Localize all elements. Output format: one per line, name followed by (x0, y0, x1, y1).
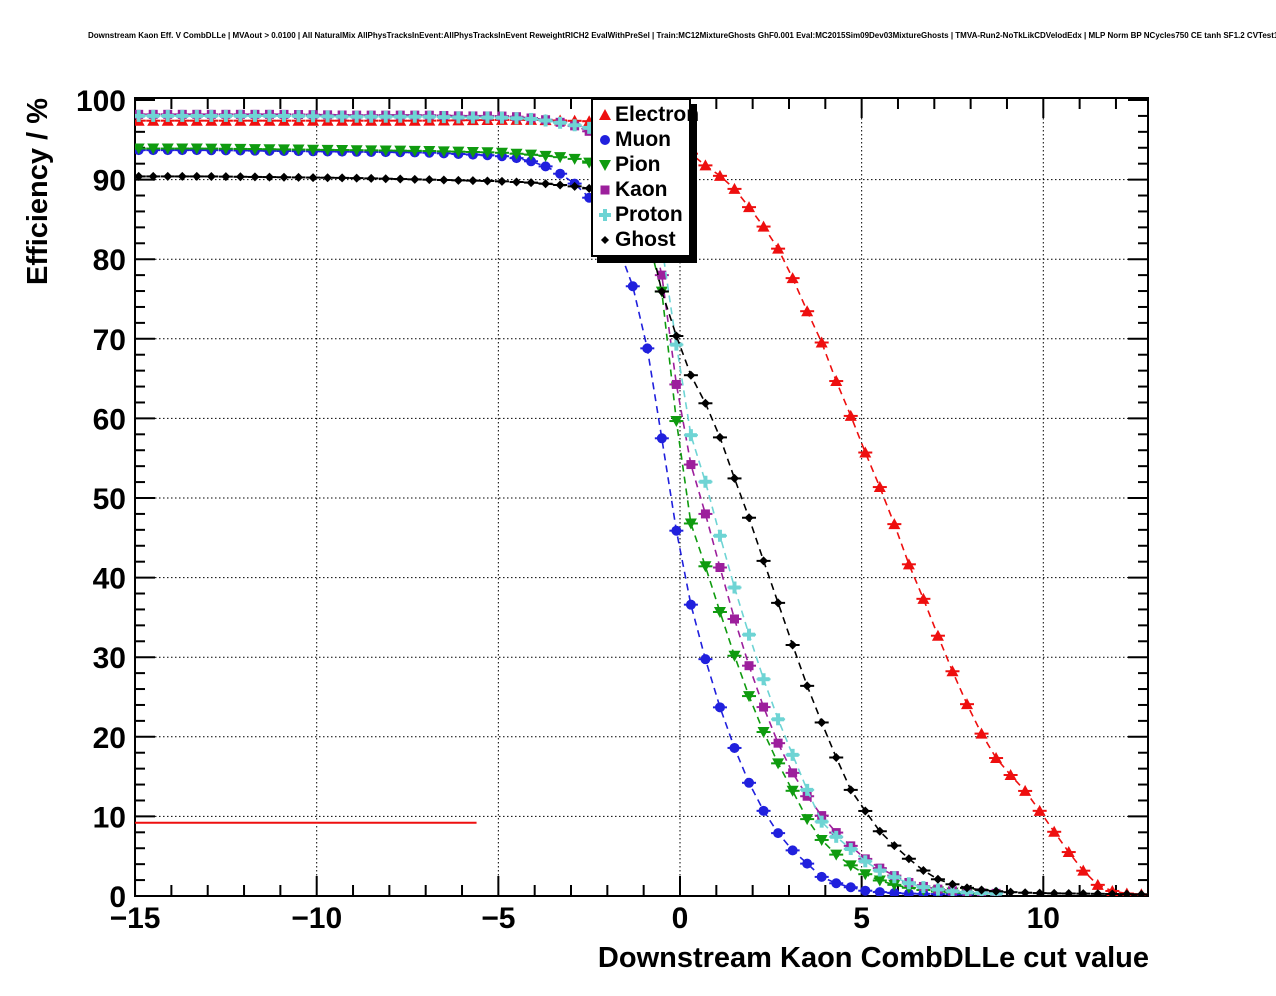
legend-box: Electron Muon Pion Kaon Proton Ghost (591, 98, 699, 257)
svg-text:80: 80 (93, 244, 126, 277)
svg-text:0: 0 (672, 902, 689, 935)
svg-text:−15: −15 (110, 902, 161, 935)
x-axis-title: Downstream Kaon CombDLLe cut value (597, 942, 1149, 974)
legend-entry-proton: Proton (593, 202, 689, 227)
legend-entry-electron: Electron (593, 102, 699, 127)
y-tick-labels: 0 10 20 30 40 50 60 70 80 90 100 (76, 85, 126, 914)
pion-legend-marker-icon (597, 157, 613, 173)
svg-text:90: 90 (93, 165, 126, 198)
series-proton (135, 109, 1004, 896)
legend-entry-kaon: Kaon (593, 177, 689, 202)
series-kaon (135, 109, 1004, 896)
legend-label-muon: Muon (615, 128, 671, 151)
svg-text:20: 20 (93, 722, 126, 755)
svg-text:0: 0 (109, 881, 126, 914)
svg-text:−5: −5 (481, 902, 515, 935)
legend-entry-pion: Pion (593, 152, 689, 177)
electron-legend-marker-icon (597, 107, 613, 123)
svg-text:30: 30 (93, 642, 126, 675)
legend-label-proton: Proton (615, 203, 683, 226)
svg-text:60: 60 (93, 403, 126, 436)
svg-text:−10: −10 (291, 902, 342, 935)
svg-text:40: 40 (93, 563, 126, 596)
legend-label-pion: Pion (615, 153, 661, 176)
svg-text:5: 5 (853, 902, 870, 935)
svg-text:10: 10 (93, 801, 126, 834)
y-axis-title: Efficiency / % (22, 98, 54, 285)
kaon-legend-marker-icon (597, 182, 613, 198)
svg-text:100: 100 (76, 85, 126, 118)
series-ghost (135, 171, 1148, 896)
svg-text:10: 10 (1027, 902, 1060, 935)
legend-label-electron: Electron (615, 103, 700, 126)
plot-title: Downstream Kaon Eff. V CombDLLe | MVAout… (88, 31, 1276, 40)
legend-entry-ghost: Ghost (593, 227, 689, 252)
gridlines (135, 98, 1148, 896)
legend-label-kaon: Kaon (615, 178, 668, 201)
series-pion (135, 143, 989, 896)
legend-entry-muon: Muon (593, 127, 689, 152)
series-muon (135, 145, 975, 896)
muon-legend-marker-icon (597, 132, 613, 148)
legend-label-ghost: Ghost (615, 228, 676, 251)
proton-legend-marker-icon (597, 207, 613, 223)
x-tick-labels: −15 −10 −5 0 5 10 (110, 902, 1060, 935)
svg-text:50: 50 (93, 483, 126, 516)
ghost-legend-marker-icon (597, 232, 613, 248)
svg-text:70: 70 (93, 324, 126, 357)
